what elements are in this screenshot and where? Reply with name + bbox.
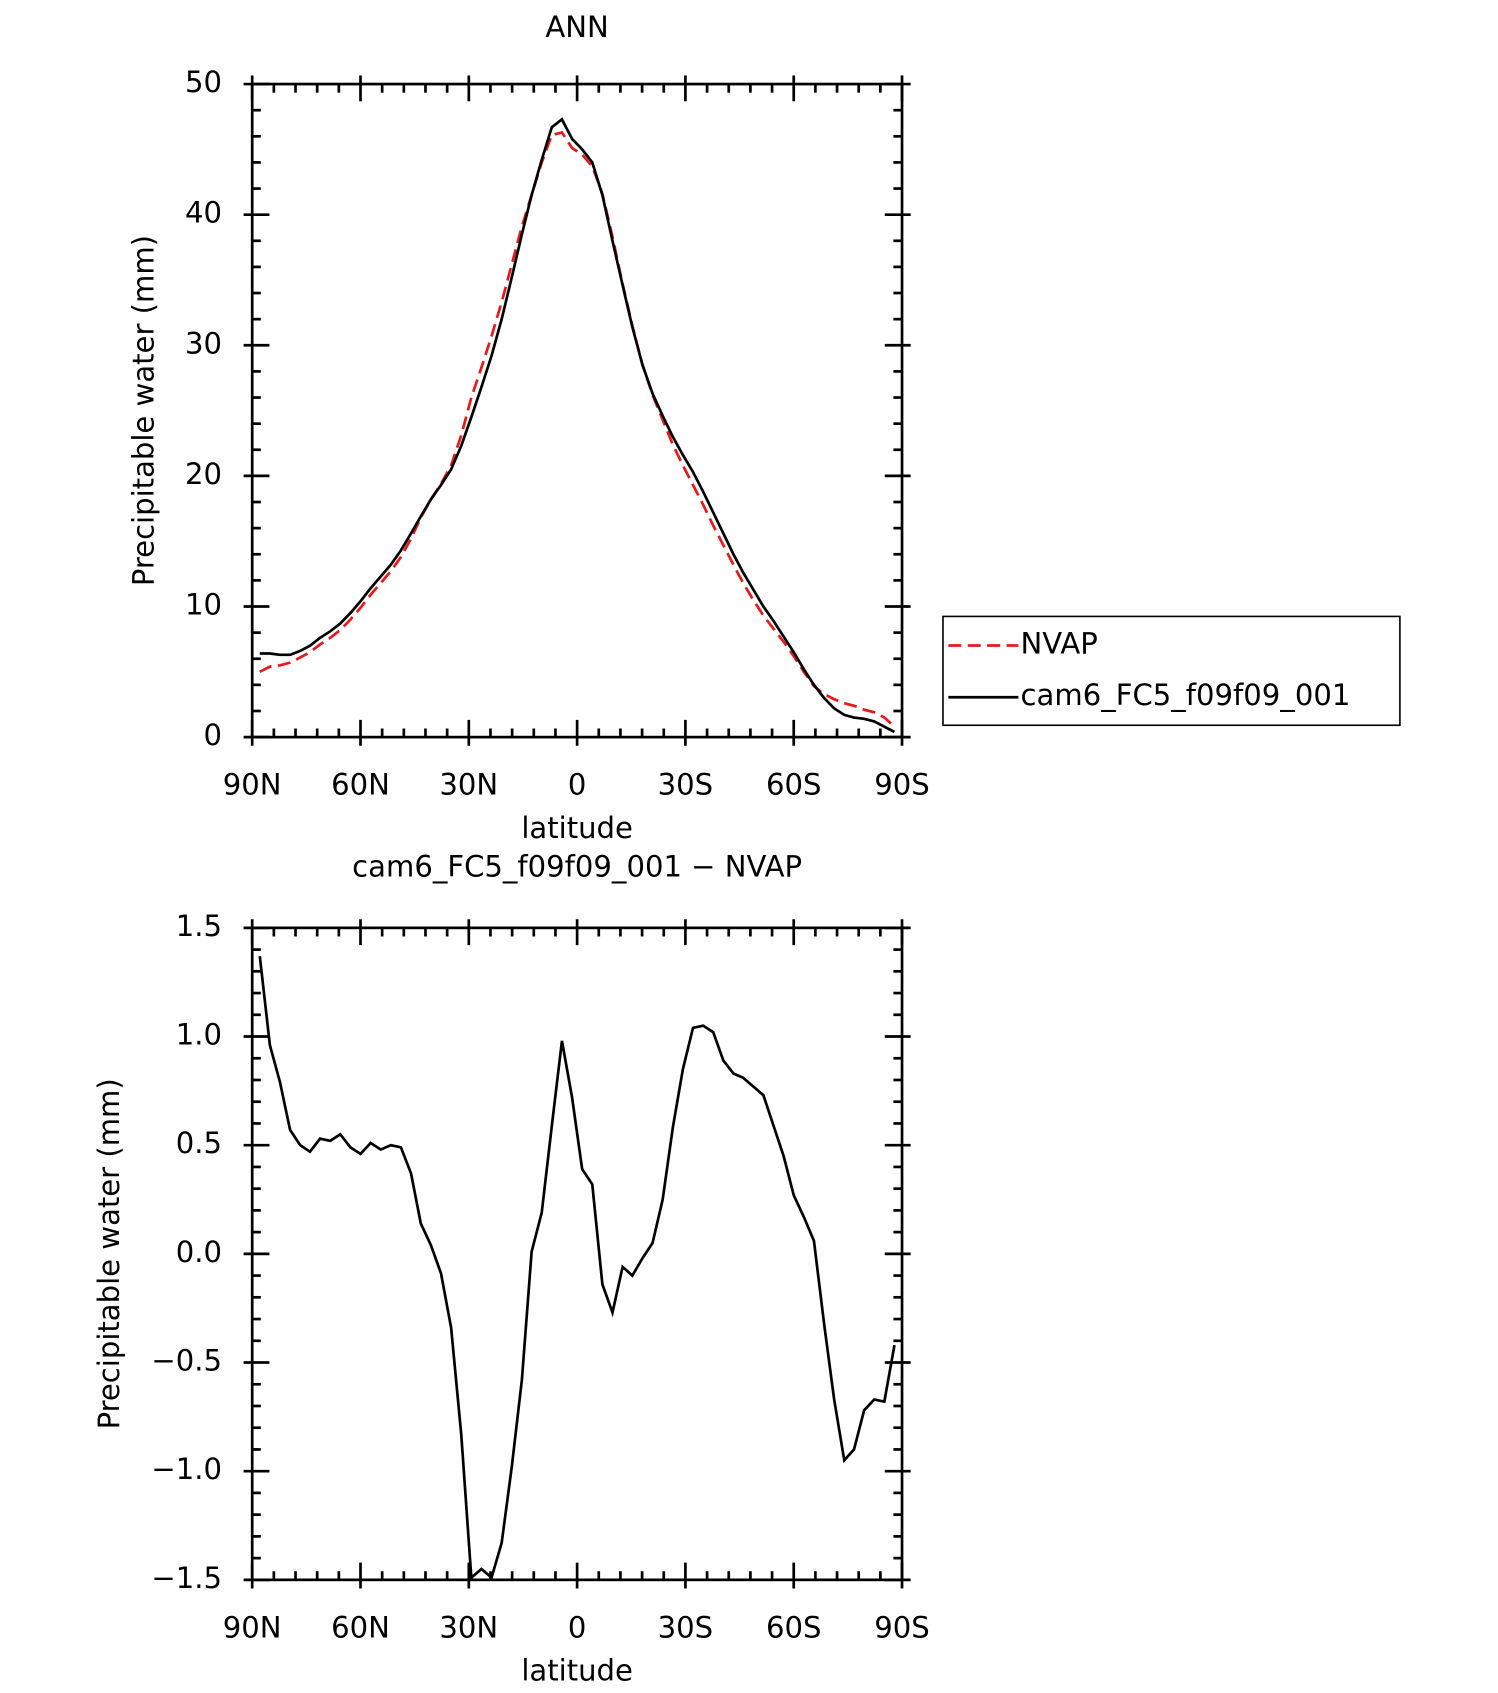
x-tick-label: 90N bbox=[223, 1610, 282, 1644]
chart-title: cam6_FC5_f09f09_001 − NVAP bbox=[352, 850, 802, 884]
y-tick-label: −0.5 bbox=[151, 1344, 222, 1378]
data-line bbox=[258, 955, 896, 1581]
y-tick-label: 1.5 bbox=[176, 909, 222, 943]
y-axis-label: Precipitable water (mm) bbox=[127, 235, 161, 586]
x-tick-label: 60S bbox=[766, 768, 821, 802]
legend-label: cam6_FC5_f09f09_001 bbox=[1021, 678, 1351, 712]
x-tick-label: 30N bbox=[439, 768, 498, 802]
x-tick-label: 90N bbox=[223, 768, 282, 802]
y-tick-label: 0.5 bbox=[176, 1126, 222, 1160]
x-axis-label: latitude bbox=[521, 811, 633, 845]
x-tick-label: 30S bbox=[658, 1610, 713, 1644]
x-tick-label: 30N bbox=[439, 1610, 498, 1644]
y-tick-label: 1.0 bbox=[176, 1018, 222, 1052]
y-tick-label: 20 bbox=[185, 457, 222, 491]
y-tick-label: 50 bbox=[185, 65, 222, 99]
y-tick-label: 0.0 bbox=[176, 1235, 222, 1269]
y-tick-label: 0 bbox=[204, 718, 223, 752]
x-tick-label: 0 bbox=[568, 768, 587, 802]
x-tick-label: 90S bbox=[874, 1610, 929, 1644]
plot-frame bbox=[250, 926, 904, 1582]
x-tick-label: 60N bbox=[331, 1610, 390, 1644]
x-axis-label: latitude bbox=[521, 1654, 633, 1688]
x-tick-label: 60N bbox=[331, 768, 390, 802]
y-tick-label: 30 bbox=[185, 326, 222, 360]
data-line bbox=[259, 117, 896, 734]
y-tick-label: −1.0 bbox=[151, 1452, 222, 1486]
y-tick-label: 10 bbox=[185, 588, 222, 622]
plot-frame bbox=[250, 82, 904, 739]
chart-title: ANN bbox=[545, 10, 608, 44]
x-tick-label: 90S bbox=[874, 768, 929, 802]
data-line bbox=[259, 130, 896, 728]
x-tick-label: 30S bbox=[658, 768, 713, 802]
legend-box bbox=[942, 615, 1401, 727]
legend-label: NVAP bbox=[1021, 627, 1098, 661]
y-tick-label: −1.5 bbox=[151, 1561, 222, 1595]
x-tick-label: 60S bbox=[766, 1610, 821, 1644]
y-axis-label: Precipitable water (mm) bbox=[92, 1078, 126, 1429]
y-tick-label: 40 bbox=[185, 196, 222, 230]
x-tick-label: 0 bbox=[568, 1610, 587, 1644]
